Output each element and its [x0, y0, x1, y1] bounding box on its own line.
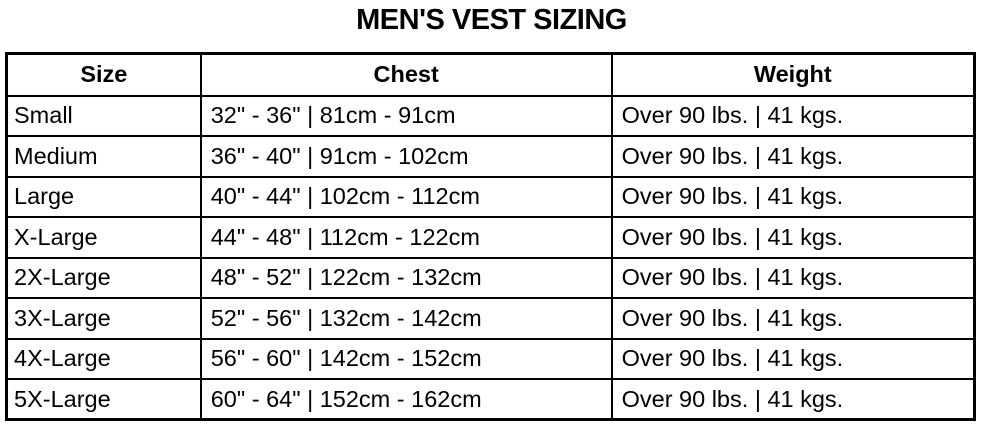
- header-size: Size: [5, 52, 202, 97]
- weight-cell: Over 90 lbs. | 41 kgs.: [610, 297, 976, 340]
- chest-cell: 32" - 36" | 81cm - 91cm: [199, 94, 613, 137]
- chest-cell: 40" - 44" | 102cm - 112cm: [199, 175, 613, 218]
- weight-cell: Over 90 lbs. | 41 kgs.: [610, 378, 976, 421]
- size-cell: 2X-Large: [5, 256, 202, 299]
- chest-cell: 60" - 64" | 152cm - 162cm: [199, 378, 613, 421]
- size-cell: Medium: [5, 135, 202, 178]
- table-row: 5X-Large 60" - 64" | 152cm - 162cm Over 90…: [5, 378, 976, 421]
- table-row: X-Large 44" - 48" | 112cm - 122cm Over 90 …: [5, 216, 976, 259]
- table-row: Large 40" - 44" | 102cm - 112cm Over 90 lb…: [5, 175, 976, 218]
- table-row: Small 32" - 36" | 81cm - 91cm Over 90 lbs.…: [5, 94, 976, 137]
- header-chest: Chest: [199, 52, 613, 97]
- weight-cell: Over 90 lbs. | 41 kgs.: [610, 175, 976, 218]
- chest-cell: 52" - 56" | 132cm - 142cm: [199, 297, 613, 340]
- table-row: Medium 36" - 40" | 91cm - 102cm Over 90 lb…: [5, 135, 976, 178]
- chest-cell: 36" - 40" | 91cm - 102cm: [199, 135, 613, 178]
- weight-cell: Over 90 lbs. | 41 kgs.: [610, 135, 976, 178]
- size-cell: Large: [5, 175, 202, 218]
- chest-cell: 56" - 60" | 142cm - 152cm: [199, 337, 613, 380]
- table-row: 3X-Large 52" - 56" | 132cm - 142cm Over 90…: [5, 297, 976, 340]
- header-weight: Weight: [610, 52, 976, 97]
- size-cell: 4X-Large: [5, 337, 202, 380]
- table-row: 2X-Large 48" - 52" | 122cm - 132cm Over 90…: [5, 256, 976, 299]
- size-cell: 5X-Large: [5, 378, 202, 421]
- size-cell: Small: [5, 94, 202, 137]
- weight-cell: Over 90 lbs. | 41 kgs.: [610, 337, 976, 380]
- weight-cell: Over 90 lbs. | 41 kgs.: [610, 216, 976, 259]
- header-row: Size Chest Weight: [5, 52, 976, 97]
- sizing-table: Size Chest Weight Small 32" - 36" | 81cm …: [5, 52, 976, 421]
- size-cell: X-Large: [5, 216, 202, 259]
- size-cell: 3X-Large: [5, 297, 202, 340]
- table-row: 4X-Large 56" - 60" | 142cm - 152cm Over 90…: [5, 337, 976, 380]
- weight-cell: Over 90 lbs. | 41 kgs.: [610, 94, 976, 137]
- chest-cell: 44" - 48" | 112cm - 122cm: [199, 216, 613, 259]
- weight-cell: Over 90 lbs. | 41 kgs.: [610, 256, 976, 299]
- chest-cell: 48" - 52" | 122cm - 132cm: [199, 256, 613, 299]
- page-title: MEN'S VEST SIZING: [356, 4, 627, 36]
